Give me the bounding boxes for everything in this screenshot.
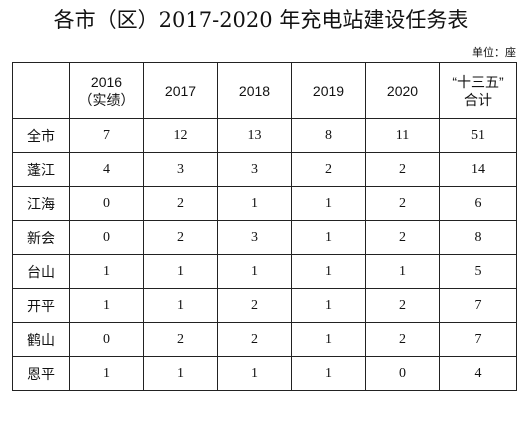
cell-y2019: 1 — [291, 186, 366, 221]
cell-y2016: 0 — [69, 186, 144, 221]
cell-region: 新会 — [12, 220, 70, 255]
cell-total: 5 — [439, 254, 517, 289]
cell-y2016: 4 — [69, 152, 144, 187]
cell-y2017: 2 — [143, 322, 218, 357]
cell-region: 恩平 — [12, 356, 70, 391]
cell-region: 台山 — [12, 254, 70, 289]
header-2017: 2017 — [143, 62, 218, 119]
header-2019: 2019 — [291, 62, 366, 119]
header-total-line1: “十三五” — [452, 73, 504, 90]
cell-y2020: 2 — [365, 288, 440, 323]
task-table: 2016 （实绩） 2017 2018 2019 2020 “十三五” 合计 全市 7… — [12, 62, 517, 391]
cell-total: 6 — [439, 186, 517, 221]
cell-y2019: 1 — [291, 322, 366, 357]
table-row: 蓬江 4 3 3 2 2 14 — [12, 152, 517, 187]
cell-y2020: 11 — [365, 118, 440, 153]
table-row: 恩平 1 1 1 1 0 4 — [12, 356, 517, 391]
header-region — [12, 62, 70, 119]
cell-y2018: 1 — [217, 254, 292, 289]
cell-y2020: 1 — [365, 254, 440, 289]
cell-total: 51 — [439, 118, 517, 153]
cell-y2019: 8 — [291, 118, 366, 153]
cell-y2020: 2 — [365, 322, 440, 357]
cell-y2016: 1 — [69, 288, 144, 323]
table-body: 全市 7 12 13 8 11 51 蓬江 4 3 3 2 2 14 江海 0 2 1 1 2 6 新会 0 2 3 1 2 8 台山 1… — [12, 118, 517, 391]
cell-y2017: 2 — [143, 186, 218, 221]
header-2018: 2018 — [217, 62, 292, 119]
cell-y2020: 0 — [365, 356, 440, 391]
cell-y2018: 2 — [217, 288, 292, 323]
header-2016: 2016 （实绩） — [69, 62, 144, 119]
unit-label: 单位：座 — [472, 46, 516, 59]
table-row: 开平 1 1 2 1 2 7 — [12, 288, 517, 323]
table-header-row: 2016 （实绩） 2017 2018 2019 2020 “十三五” 合计 — [12, 62, 517, 119]
cell-y2018: 13 — [217, 118, 292, 153]
cell-total: 8 — [439, 220, 517, 255]
header-total: “十三五” 合计 — [439, 62, 517, 119]
cell-y2016: 7 — [69, 118, 144, 153]
cell-total: 7 — [439, 288, 517, 323]
cell-y2017: 3 — [143, 152, 218, 187]
cell-y2017: 2 — [143, 220, 218, 255]
page-title: 各市（区）2017-2020 年充电站建设任务表 — [53, 8, 469, 32]
cell-y2019: 2 — [291, 152, 366, 187]
cell-y2017: 1 — [143, 356, 218, 391]
cell-y2018: 3 — [217, 152, 292, 187]
cell-y2019: 1 — [291, 220, 366, 255]
table-row: 全市 7 12 13 8 11 51 — [12, 118, 517, 153]
cell-y2017: 1 — [143, 254, 218, 289]
table-row: 鹤山 0 2 2 1 2 7 — [12, 322, 517, 357]
header-2016-note: （实绩） — [78, 91, 135, 108]
cell-region: 鹤山 — [12, 322, 70, 357]
table-row: 台山 1 1 1 1 1 5 — [12, 254, 517, 289]
cell-region: 江海 — [12, 186, 70, 221]
cell-y2019: 1 — [291, 356, 366, 391]
header-2020: 2020 — [365, 62, 440, 119]
cell-total: 7 — [439, 322, 517, 357]
cell-y2018: 3 — [217, 220, 292, 255]
cell-y2016: 0 — [69, 220, 144, 255]
cell-region: 全市 — [12, 118, 70, 153]
cell-total: 4 — [439, 356, 517, 391]
cell-y2017: 1 — [143, 288, 218, 323]
cell-y2018: 2 — [217, 322, 292, 357]
table-row: 新会 0 2 3 1 2 8 — [12, 220, 517, 255]
cell-y2020: 2 — [365, 220, 440, 255]
cell-y2019: 1 — [291, 288, 366, 323]
cell-y2017: 12 — [143, 118, 218, 153]
cell-total: 14 — [439, 152, 517, 187]
cell-y2016: 0 — [69, 322, 144, 357]
cell-y2018: 1 — [217, 356, 292, 391]
cell-y2016: 1 — [69, 356, 144, 391]
table-row: 江海 0 2 1 1 2 6 — [12, 186, 517, 221]
cell-y2020: 2 — [365, 152, 440, 187]
cell-y2020: 2 — [365, 186, 440, 221]
cell-region: 开平 — [12, 288, 70, 323]
cell-y2019: 1 — [291, 254, 366, 289]
cell-y2016: 1 — [69, 254, 144, 289]
cell-y2018: 1 — [217, 186, 292, 221]
header-total-line2: 合计 — [464, 91, 492, 108]
cell-region: 蓬江 — [12, 152, 70, 187]
header-2016-year: 2016 — [90, 73, 123, 90]
